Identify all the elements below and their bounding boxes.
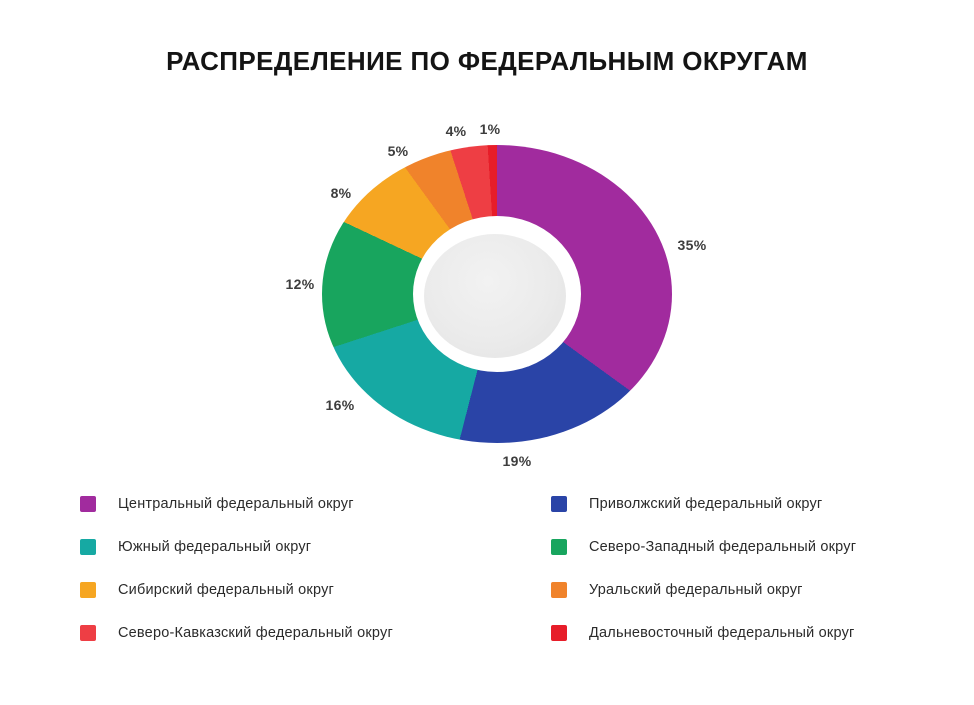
donut-center-disc bbox=[424, 234, 566, 358]
legend-item-label: Северо-Западный федеральный округ bbox=[589, 539, 857, 555]
slice-percent-label: 12% bbox=[285, 276, 315, 292]
legend-item-label: Сибирский федеральный округ bbox=[118, 582, 335, 598]
legend-item: Южный федеральный округ bbox=[80, 539, 393, 555]
legend-item: Центральный федеральный округ bbox=[80, 496, 393, 512]
legend-swatch bbox=[551, 496, 567, 512]
legend-item: Сибирский федеральный округ bbox=[80, 582, 393, 598]
legend-swatch bbox=[551, 539, 567, 555]
legend-swatch bbox=[80, 496, 96, 512]
legend-item-label: Центральный федеральный округ bbox=[118, 496, 354, 512]
legend-swatch bbox=[80, 539, 96, 555]
legend-swatch bbox=[80, 625, 96, 641]
legend-item: Приволжский федеральный округ bbox=[551, 496, 856, 512]
legend-item-label: Приволжский федеральный округ bbox=[589, 496, 823, 512]
legend-item: Дальневосточный федеральный округ bbox=[551, 625, 856, 641]
legend-swatch bbox=[551, 582, 567, 598]
chart-title: РАСПРЕДЕЛЕНИЕ ПО ФЕДЕРАЛЬНЫМ ОКРУГАМ bbox=[166, 46, 808, 76]
legend-item: Уральский федеральный округ bbox=[551, 582, 856, 598]
slice-percent-label: 35% bbox=[677, 237, 707, 253]
legend-item: Северо-Западный федеральный округ bbox=[551, 539, 856, 555]
legend-column-left: Центральный федеральный округ Южный федер… bbox=[80, 496, 393, 641]
legend-item-label: Дальневосточный федеральный округ bbox=[589, 625, 855, 641]
slice-percent-label: 8% bbox=[330, 185, 352, 201]
slice-percent-label: 16% bbox=[325, 397, 355, 413]
legend-swatch bbox=[80, 582, 96, 598]
slice-percent-label: 19% bbox=[502, 453, 532, 469]
legend-item-label: Уральский федеральный округ bbox=[589, 582, 803, 598]
slice-percent-label: 1% bbox=[479, 121, 501, 137]
slice-percent-label: 5% bbox=[387, 143, 409, 159]
legend-column-right: Приволжский федеральный округ Северо-Запа… bbox=[551, 496, 856, 641]
legend-swatch bbox=[551, 625, 567, 641]
legend-item-label: Южный федеральный округ bbox=[118, 539, 312, 555]
slice-percent-label: 4% bbox=[445, 123, 467, 139]
legend-item: Северо-Кавказский федеральный округ bbox=[80, 625, 393, 641]
legend-item-label: Северо-Кавказский федеральный округ bbox=[118, 625, 393, 641]
